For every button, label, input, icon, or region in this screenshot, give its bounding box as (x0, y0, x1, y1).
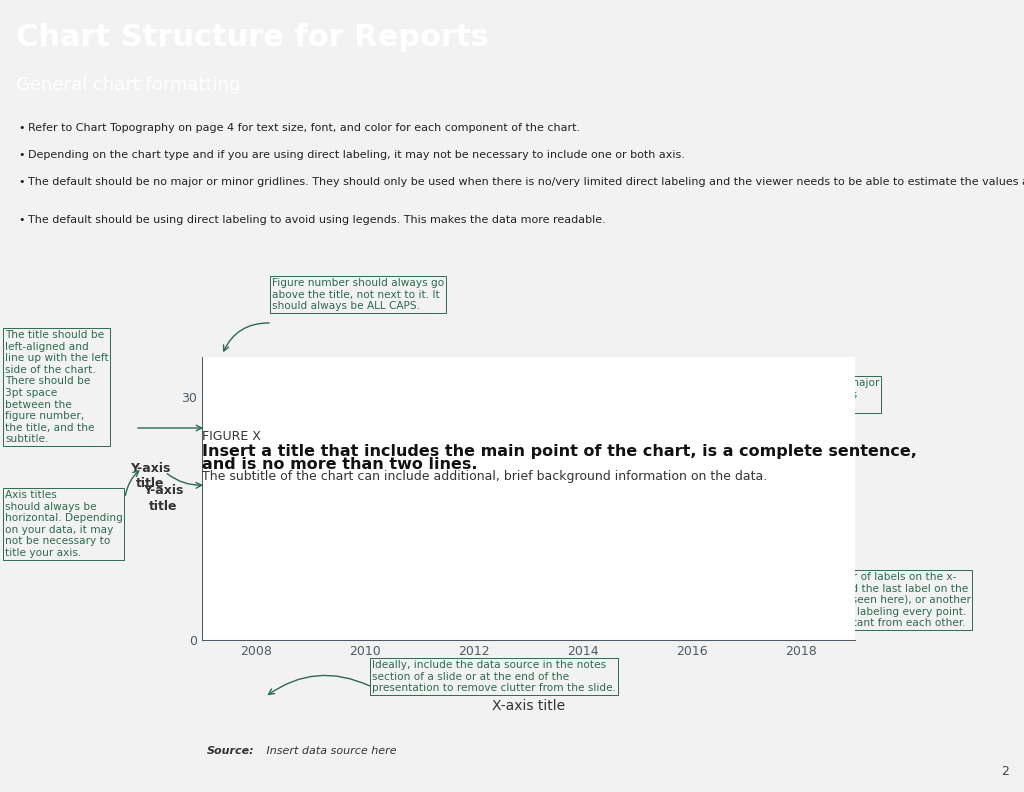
Text: General chart formatting: General chart formatting (16, 75, 241, 93)
Text: Source:: Source: (207, 746, 255, 756)
Text: Figure number should always go
above the title, not next to it. It
should always: Figure number should always go above the… (272, 278, 444, 311)
Text: and is no more than two lines.: and is no more than two lines. (202, 457, 477, 472)
Text: Refer to Chart Topography on page 4 for text size, font, and color for each comp: Refer to Chart Topography on page 4 for … (28, 123, 581, 133)
Text: •: • (18, 215, 25, 225)
Text: Y-axis
title: Y-axis title (130, 462, 170, 490)
Text: The x and y-axis should be grey
(79, 90, 101) and .75 pt thick.: The x and y-axis should be grey (79, 90,… (262, 458, 431, 480)
Text: Axis titles
should always be
horizontal. Depending
on your data, it may
not be n: Axis titles should always be horizontal.… (5, 490, 123, 558)
Text: The default should be no major
and minor gridlines, unless
absolutely necessary.: The default should be no major and minor… (713, 378, 880, 411)
Text: Y-axis
title: Y-axis title (143, 485, 183, 512)
Text: Insert data source here: Insert data source here (263, 746, 397, 756)
Text: Insert a title that includes the main point of the chart, is a complete sentence: Insert a title that includes the main po… (202, 444, 916, 459)
Text: Depending on the chart type and if you are using direct labeling, it may not be : Depending on the chart type and if you a… (28, 150, 685, 160)
Text: X-axis title: X-axis title (492, 699, 565, 714)
Text: The subtitle of the chart can include additional, brief background information o: The subtitle of the chart can include ad… (202, 470, 767, 483)
Text: FIGURE X: FIGURE X (202, 430, 261, 443)
Text: •: • (18, 150, 25, 160)
Text: •: • (18, 177, 25, 187)
Text: The title should be
left-aligned and
line up with the left
side of the chart.
Th: The title should be left-aligned and lin… (5, 330, 109, 444)
Text: The default should be using direct labeling to avoid using legends. This makes t: The default should be using direct label… (28, 215, 606, 225)
Text: •: • (18, 123, 25, 133)
Text: 2: 2 (1000, 765, 1009, 778)
Text: The default should be no major or minor gridlines. They should only be used when: The default should be no major or minor … (28, 177, 1024, 187)
Text: Try to minimize the number of labels on the x-
axis. You could use first and the: Try to minimize the number of labels on … (710, 572, 971, 628)
Text: Ideally, include the data source in the notes
section of a slide or at the end o: Ideally, include the data source in the … (372, 660, 616, 693)
Text: Chart Structure for Reports: Chart Structure for Reports (16, 23, 489, 52)
